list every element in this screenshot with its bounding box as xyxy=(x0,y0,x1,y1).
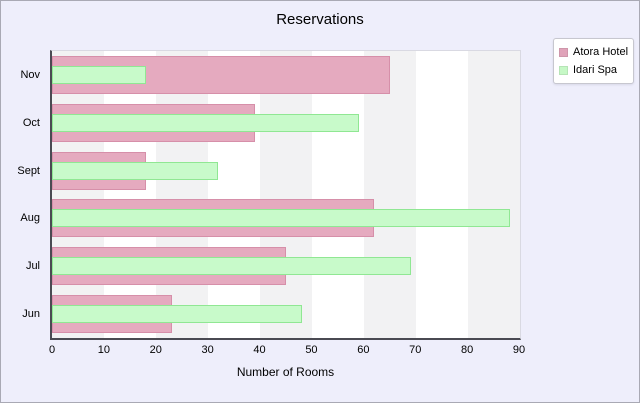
y-axis-label-jul: Jul xyxy=(25,260,40,273)
x-axis-tick-60: 60 xyxy=(357,344,370,356)
bar-idari-spa-nov[interactable] xyxy=(52,65,146,84)
bar-idari-spa-aug[interactable] xyxy=(52,209,510,228)
bar-idari-spa-oct[interactable] xyxy=(52,113,359,132)
grid-band xyxy=(416,51,468,338)
y-axis-label-jun: Jun xyxy=(22,308,40,321)
y-axis-label-oct: Oct xyxy=(22,116,40,129)
grid-band xyxy=(364,51,416,338)
x-axis-tick-40: 40 xyxy=(253,344,266,356)
plot-inner xyxy=(52,51,520,338)
x-axis-tick-20: 20 xyxy=(149,344,162,356)
y-axis-label-sept: Sept xyxy=(17,164,40,177)
x-axis: 0 10 20 30 40 50 60 70 80 90 xyxy=(48,344,525,358)
grid-band xyxy=(312,51,364,338)
bar-idari-spa-jun[interactable] xyxy=(52,305,302,324)
x-axis-tick-10: 10 xyxy=(97,344,110,356)
legend-label: Atora Hotel xyxy=(573,46,629,58)
grid-band xyxy=(52,51,104,338)
chart-title: Reservations xyxy=(276,11,364,28)
grid-band xyxy=(156,51,208,338)
plot-area xyxy=(50,50,521,340)
grid-band xyxy=(208,51,260,338)
x-axis-tick-70: 70 xyxy=(409,344,422,356)
legend-label: Idari Spa xyxy=(573,64,618,76)
legend-item-idari-spa[interactable]: Idari Spa xyxy=(554,61,633,79)
y-axis-label-aug: Aug xyxy=(20,212,40,225)
bar-idari-spa-jul[interactable] xyxy=(52,257,411,276)
legend-item-atora-hotel[interactable]: Atora Hotel xyxy=(554,43,633,61)
x-axis-tick-50: 50 xyxy=(305,344,318,356)
x-axis-tick-90: 90 xyxy=(512,344,526,356)
x-axis-tick-80: 80 xyxy=(460,344,474,356)
grid-band xyxy=(260,51,312,338)
bar-atora-hotel-nov[interactable] xyxy=(52,55,390,94)
x-axis-tick-30: 30 xyxy=(201,344,214,356)
x-axis-tick-0: 0 xyxy=(48,344,56,356)
grid-band xyxy=(468,51,520,338)
bar-idari-spa-sept[interactable] xyxy=(52,161,219,180)
legend-swatch-icon xyxy=(559,65,568,75)
x-axis-title: Number of Rooms xyxy=(236,365,335,379)
grid-band xyxy=(104,51,156,338)
y-axis-label-nov: Nov xyxy=(20,68,40,81)
legend: Atora Hotel Idari Spa xyxy=(553,38,634,84)
y-axis: Nov Oct Sept Aug Jul Jun xyxy=(1,51,46,338)
legend-swatch-icon xyxy=(559,47,568,57)
